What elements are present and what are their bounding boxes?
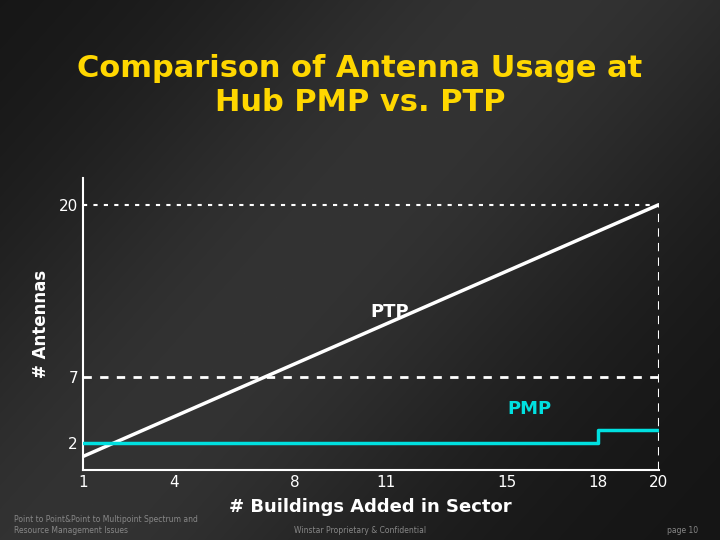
Y-axis label: # Antennas: # Antennas xyxy=(32,270,50,378)
Text: page 10: page 10 xyxy=(667,525,698,535)
Text: Point to Point&Point to Multipoint Spectrum and
Resource Management Issues: Point to Point&Point to Multipoint Spect… xyxy=(14,515,198,535)
Text: Winstar Proprietary & Confidential: Winstar Proprietary & Confidential xyxy=(294,525,426,535)
Text: Comparison of Antenna Usage at
Hub PMP vs. PTP: Comparison of Antenna Usage at Hub PMP v… xyxy=(77,54,643,117)
X-axis label: # Buildings Added in Sector: # Buildings Added in Sector xyxy=(230,498,512,516)
Text: PTP: PTP xyxy=(371,303,410,321)
Text: PMP: PMP xyxy=(507,400,552,418)
